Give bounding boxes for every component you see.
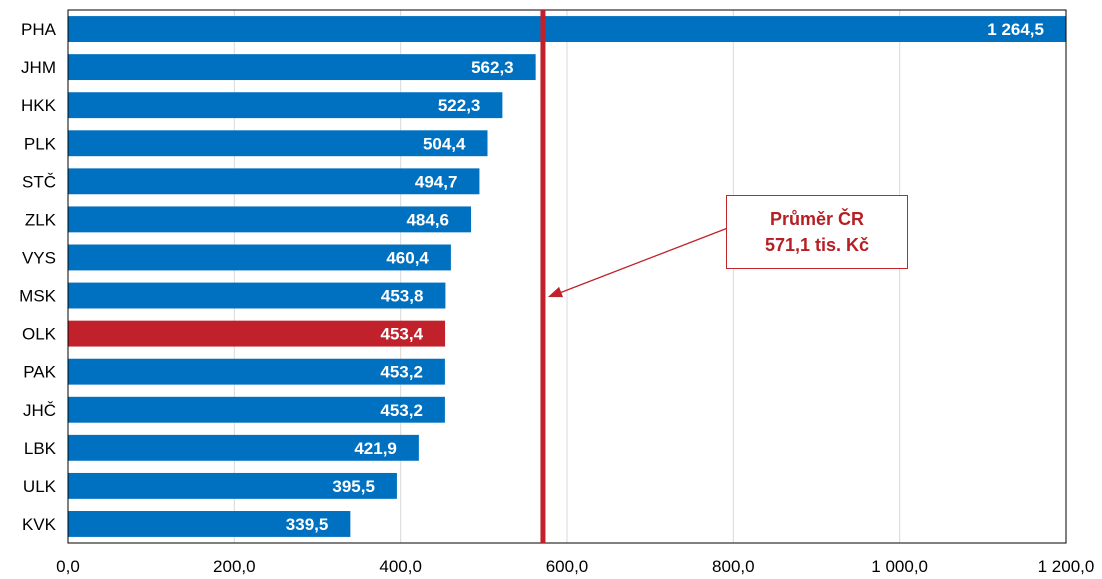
axes: 0,0 200,0 400,0 600,0 800,0 1 000,0 1 200,0 PHA… <box>19 9 1095 576</box>
bar-stč <box>68 168 480 195</box>
data-label: 460,4 <box>386 248 429 267</box>
x-tick-label: 1 000,0 <box>871 557 928 576</box>
x-tick-label: 200,0 <box>213 557 256 576</box>
bar-jhč <box>68 396 445 423</box>
data-label: 453,2 <box>380 363 423 382</box>
category-label: OLK <box>22 325 57 344</box>
x-tick-label: 600,0 <box>546 557 589 576</box>
data-label: 484,6 <box>406 210 449 229</box>
data-label: 1 264,5 <box>987 20 1044 39</box>
plot-area-border <box>67 9 1067 544</box>
category-label: HKK <box>21 96 57 115</box>
category-label: STČ <box>22 172 56 191</box>
bar-vys <box>68 244 451 271</box>
data-label: 453,2 <box>380 401 423 420</box>
bar-jhm <box>68 54 536 81</box>
category-label: PAK <box>23 363 56 382</box>
bars: 1 264,5 562,3 522,3 504,4 494,7 484,6 460,4 453… <box>68 16 1066 537</box>
bar-olk <box>68 320 446 347</box>
reference-line-group <box>540 10 734 543</box>
category-label: VYS <box>22 248 56 267</box>
category-label: PLK <box>24 134 57 153</box>
x-tick-label: 400,0 <box>379 557 422 576</box>
category-label: KVK <box>22 515 57 534</box>
data-label: 339,5 <box>286 515 329 534</box>
data-label: 453,8 <box>381 287 424 306</box>
data-label: 562,3 <box>471 58 514 77</box>
data-label: 395,5 <box>332 477 375 496</box>
average-annotation-line1: Průměr ČR <box>769 209 865 229</box>
annotation-arrow-head <box>547 286 564 298</box>
data-label: 494,7 <box>415 172 458 191</box>
grid-lines <box>233 10 1067 543</box>
bar-ulk <box>68 472 397 499</box>
category-label: ULK <box>23 477 57 496</box>
category-label: JHČ <box>23 401 56 420</box>
data-label: 504,4 <box>423 134 466 153</box>
average-annotation-box: Průměr ČR 571,1 tis. Kč <box>726 195 908 269</box>
bar-pak <box>68 358 445 385</box>
data-label: 453,4 <box>381 325 424 344</box>
category-label: JHM <box>21 58 56 77</box>
annotation-arrow-line <box>555 225 734 296</box>
x-tick-label: 0,0 <box>56 557 80 576</box>
category-label: LBK <box>24 439 57 458</box>
bar-hkk <box>68 92 503 119</box>
data-label: 522,3 <box>438 96 481 115</box>
x-tick-label: 800,0 <box>712 557 755 576</box>
category-label: PHA <box>21 20 57 39</box>
category-label: MSK <box>19 287 57 306</box>
average-annotation-line2: 571,1 tis. Kč <box>764 235 870 255</box>
x-tick-label: 1 200,0 <box>1038 557 1095 576</box>
bar-msk <box>68 282 446 309</box>
data-label: 421,9 <box>354 439 397 458</box>
bar-lbk <box>68 434 419 461</box>
bar-pha <box>68 16 1066 42</box>
bar-kvk <box>68 511 351 537</box>
bar-plk <box>68 130 488 157</box>
category-label: ZLK <box>25 210 57 229</box>
bar-zlk <box>68 206 472 233</box>
